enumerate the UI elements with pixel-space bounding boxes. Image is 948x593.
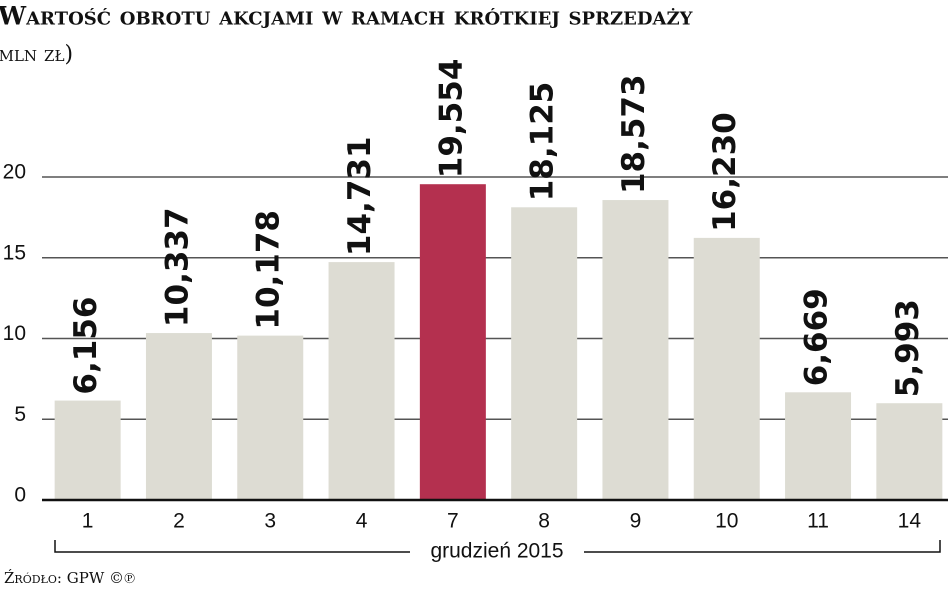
- chart-subtitle: (mln zł): [0, 42, 73, 67]
- bar: [876, 403, 943, 500]
- bar: [785, 392, 852, 500]
- bar: [511, 207, 578, 500]
- x-tick-label: 7: [447, 510, 459, 533]
- bar: [54, 400, 121, 500]
- y-tick-label: 15: [3, 241, 26, 264]
- value-label: 14,731: [342, 136, 378, 256]
- bar: [419, 184, 486, 501]
- x-tick-label: 1: [82, 510, 94, 533]
- y-tick-label: 10: [3, 322, 26, 345]
- x-tick-label: 2: [173, 510, 185, 533]
- x-tick-label: 9: [630, 510, 642, 533]
- chart-title: Wartość obrotu akcjami w ramach krótkiej…: [0, 2, 694, 31]
- value-label: 16,230: [707, 112, 743, 232]
- y-tick-label: 0: [14, 484, 26, 507]
- value-label: 5,993: [890, 299, 926, 397]
- x-axis-label: grudzień 2015: [430, 540, 563, 563]
- bar: [602, 200, 669, 500]
- x-tick-label: 4: [356, 510, 368, 533]
- bar: [237, 335, 304, 500]
- value-label: 18,573: [616, 74, 652, 194]
- value-label: 6,669: [799, 288, 835, 386]
- value-label: 19,554: [433, 59, 469, 179]
- x-tick-label: 3: [264, 510, 276, 533]
- x-tick-label: 10: [715, 510, 738, 533]
- source: Źródło: GPW ©℗: [4, 569, 135, 587]
- bar: [693, 237, 760, 500]
- x-tick-label: 11: [807, 510, 829, 533]
- x-tick-label: 14: [898, 510, 922, 533]
- value-label: 18,125: [525, 82, 561, 202]
- value-label: 6,156: [68, 297, 104, 395]
- y-tick-label: 20: [3, 161, 26, 184]
- value-label: 10,337: [159, 207, 195, 327]
- value-label: 10,178: [251, 210, 287, 330]
- bar: [328, 262, 395, 500]
- x-label-bg: [410, 538, 584, 566]
- bar: [145, 333, 212, 500]
- x-tick-label: 8: [538, 510, 550, 533]
- y-tick-label: 5: [14, 403, 26, 426]
